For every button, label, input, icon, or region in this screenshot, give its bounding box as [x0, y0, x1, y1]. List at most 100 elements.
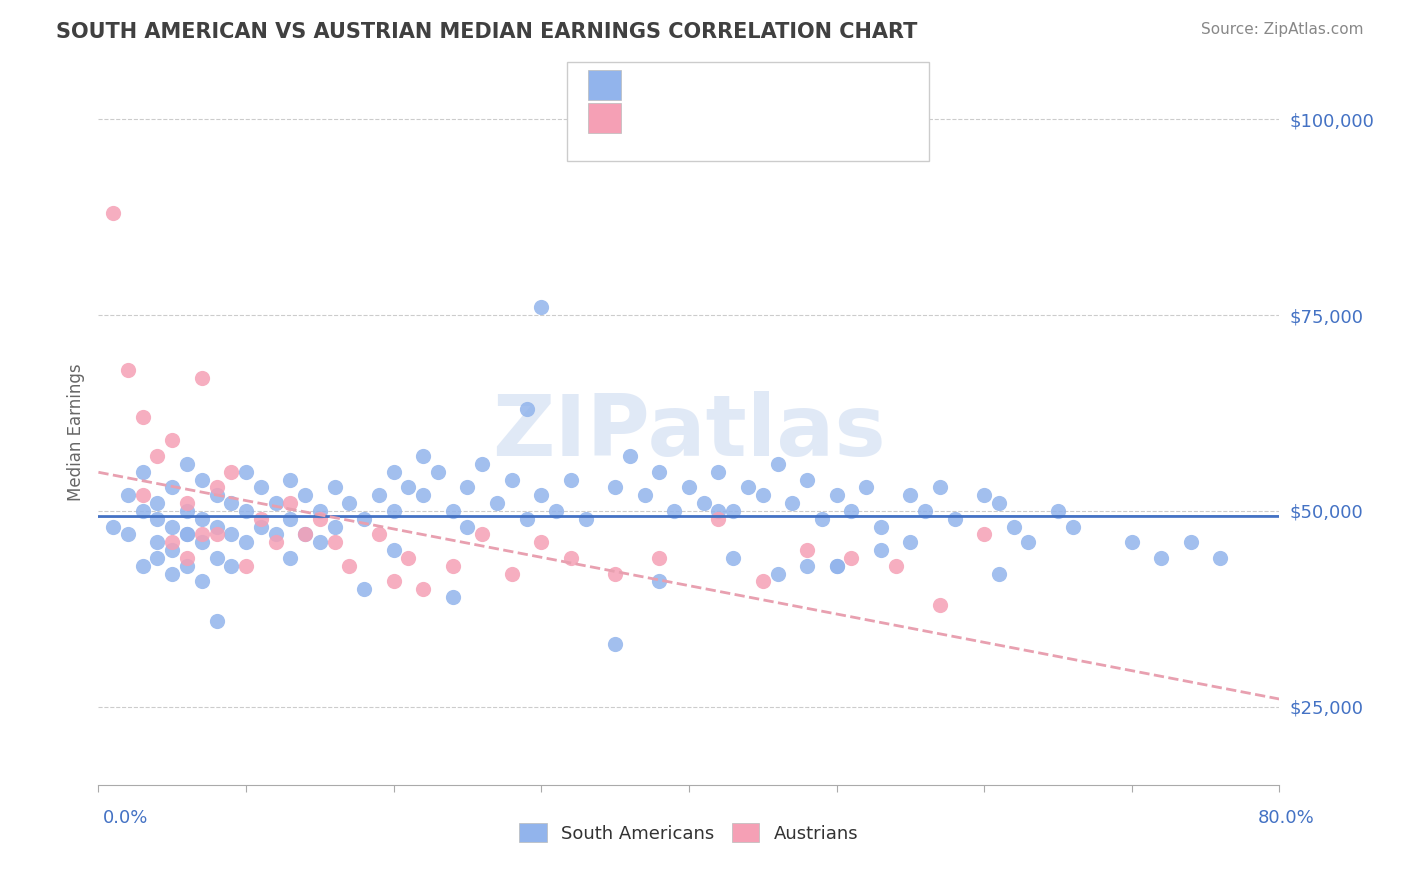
Point: [176, 504, 198, 518]
Point: [205, 550, 228, 565]
Point: [546, 504, 568, 518]
Point: [280, 496, 302, 510]
Point: [323, 535, 346, 549]
Point: [323, 480, 346, 494]
Point: [264, 535, 287, 549]
Point: [988, 566, 1011, 581]
Point: [221, 496, 243, 510]
Point: [176, 550, 198, 565]
Point: [796, 558, 818, 573]
Y-axis label: Median Earnings: Median Earnings: [66, 364, 84, 501]
Legend: South Americans, Austrians: South Americans, Austrians: [512, 816, 866, 850]
Point: [235, 535, 257, 549]
Point: [766, 566, 789, 581]
Point: [162, 566, 183, 581]
Point: [176, 527, 198, 541]
Point: [398, 550, 420, 565]
Point: [766, 457, 789, 471]
Point: [634, 488, 657, 502]
Text: N = 114: N = 114: [724, 76, 799, 94]
Point: [648, 550, 671, 565]
Point: [900, 488, 922, 502]
Point: [146, 535, 169, 549]
Point: [530, 535, 553, 549]
Point: [605, 480, 627, 494]
Point: [353, 582, 375, 597]
Point: [648, 574, 671, 589]
Point: [382, 543, 405, 558]
Point: [309, 512, 332, 526]
Point: [294, 527, 316, 541]
Point: [162, 535, 183, 549]
Point: [530, 488, 553, 502]
Point: [264, 496, 287, 510]
Point: [501, 473, 523, 487]
Point: [929, 598, 952, 612]
Point: [412, 488, 434, 502]
Point: [162, 519, 183, 533]
Point: [900, 535, 922, 549]
Point: [441, 558, 464, 573]
Point: [117, 488, 139, 502]
Point: [205, 488, 228, 502]
Point: [162, 434, 183, 448]
Point: [162, 480, 183, 494]
Point: [264, 527, 287, 541]
Point: [117, 527, 139, 541]
Point: [619, 449, 641, 463]
Text: Source: ZipAtlas.com: Source: ZipAtlas.com: [1201, 22, 1364, 37]
Point: [191, 473, 214, 487]
Point: [176, 527, 198, 541]
Point: [368, 527, 391, 541]
Point: [973, 488, 995, 502]
Point: [707, 504, 730, 518]
Point: [516, 512, 538, 526]
Point: [132, 488, 155, 502]
Point: [825, 558, 848, 573]
Point: [605, 566, 627, 581]
Point: [382, 504, 405, 518]
Point: [1018, 535, 1040, 549]
Point: [501, 566, 523, 581]
Point: [162, 543, 183, 558]
Point: [339, 558, 361, 573]
Point: [309, 535, 332, 549]
Text: ZIPatlas: ZIPatlas: [492, 391, 886, 475]
Point: [132, 409, 155, 424]
Point: [723, 550, 745, 565]
Point: [103, 206, 125, 220]
Point: [530, 301, 553, 315]
Point: [398, 480, 420, 494]
Point: [988, 496, 1011, 510]
Point: [914, 504, 936, 518]
Point: [412, 582, 434, 597]
Point: [841, 550, 863, 565]
Point: [235, 465, 257, 479]
Point: [693, 496, 716, 510]
Point: [382, 574, 405, 589]
Point: [441, 590, 464, 604]
Point: [117, 363, 139, 377]
Point: [929, 480, 952, 494]
Point: [1121, 535, 1143, 549]
Point: [723, 504, 745, 518]
Text: 0.0%: 0.0%: [103, 809, 148, 827]
Point: [368, 488, 391, 502]
Point: [205, 480, 228, 494]
Point: [323, 519, 346, 533]
Point: [1180, 535, 1202, 549]
Text: N =  42: N = 42: [724, 109, 793, 127]
Point: [294, 488, 316, 502]
Point: [339, 496, 361, 510]
Point: [605, 637, 627, 651]
Point: [146, 512, 169, 526]
Point: [132, 465, 155, 479]
Point: [737, 480, 759, 494]
Text: R = -0.176: R = -0.176: [633, 109, 730, 127]
Point: [796, 473, 818, 487]
Point: [664, 504, 686, 518]
Point: [457, 519, 479, 533]
Point: [205, 527, 228, 541]
Point: [176, 496, 198, 510]
Point: [825, 488, 848, 502]
